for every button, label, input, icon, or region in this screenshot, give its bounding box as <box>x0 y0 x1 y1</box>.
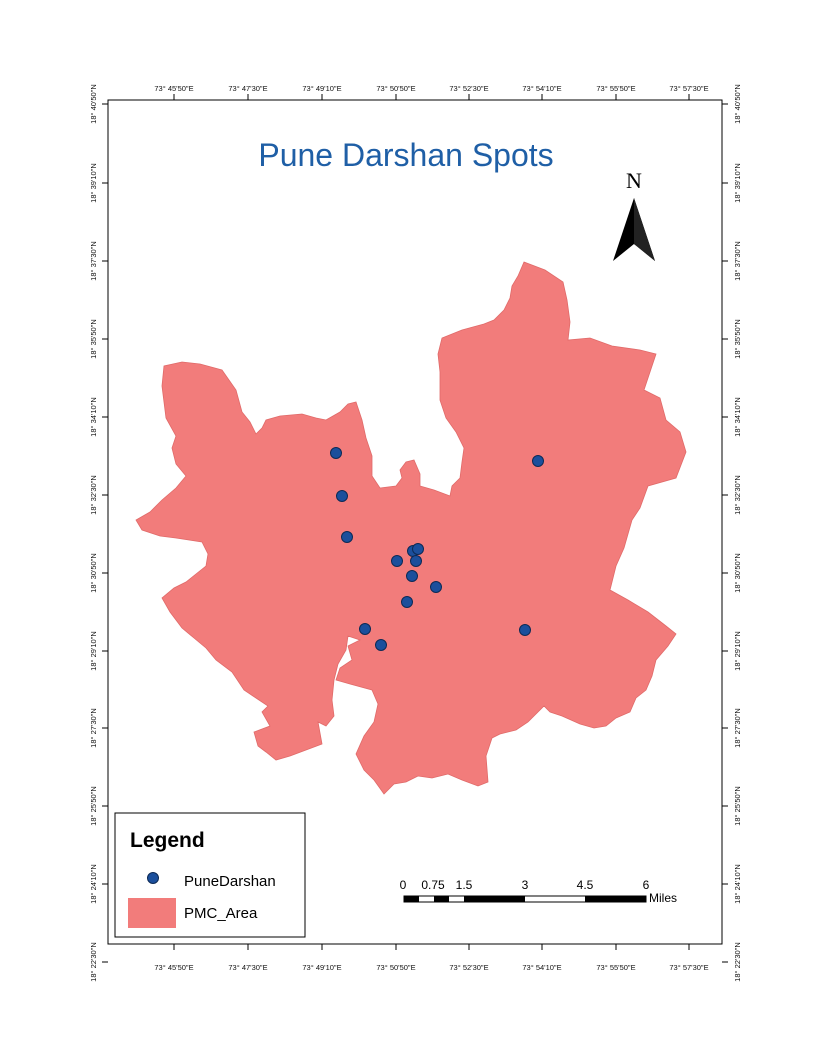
left-lat-label: 18° 39'10"N <box>89 163 98 203</box>
scale-seg-2 <box>434 896 449 902</box>
legend-point-icon <box>147 872 159 884</box>
top-lon-label: 73° 45'50"E <box>154 84 193 93</box>
right-lat-label: 18° 27'30"N <box>733 708 742 748</box>
right-lat-label: 18° 40'50"N <box>733 84 742 124</box>
spot-marker <box>359 623 371 635</box>
spot-marker <box>391 555 403 567</box>
left-lat-label: 18° 32'30"N <box>89 475 98 515</box>
bottom-lon-label: 73° 49'10"E <box>302 963 341 972</box>
right-lat-label: 18° 39'10"N <box>733 163 742 203</box>
spot-marker <box>412 543 424 555</box>
right-lat-label: 18° 32'30"N <box>733 475 742 515</box>
scale-tick-5: 6 <box>643 878 650 892</box>
right-lat-label: 18° 25'50"N <box>733 786 742 826</box>
bottom-lon-label: 73° 54'10"E <box>522 963 561 972</box>
graticule-bottom-labels: 73° 45'50"E 73° 47'30"E 73° 49'10"E 73° 50'… <box>154 963 708 972</box>
graticule-right-labels: 18° 40'50"N 18° 39'10"N 18° 37'30"N 18° 35'… <box>733 84 742 982</box>
north-label: N <box>626 168 642 193</box>
left-lat-label: 18° 40'50"N <box>89 84 98 124</box>
right-lat-label: 18° 22'30"N <box>733 942 742 982</box>
legend-label-points: PuneDarshan <box>184 873 276 890</box>
legend-title: Legend <box>130 829 205 852</box>
legend: Legend PuneDarshan PMC_Area <box>114 812 306 938</box>
bottom-lon-label: 73° 50'50"E <box>376 963 415 972</box>
top-lon-label: 73° 50'50"E <box>376 84 415 93</box>
spot-marker <box>401 596 413 608</box>
north-arrow-icon: N <box>613 168 655 261</box>
scale-unit: Miles <box>649 891 677 905</box>
spot-marker <box>330 447 342 459</box>
left-lat-label: 18° 35'50"N <box>89 319 98 359</box>
bottom-lon-label: 73° 57'30"E <box>669 963 708 972</box>
top-lon-label: 73° 52'30"E <box>449 84 488 93</box>
graticule-top-labels: 73° 45'50"E 73° 47'30"E 73° 49'10"E 73° 50'… <box>154 84 708 93</box>
left-lat-label: 18° 24'10"N <box>89 864 98 904</box>
legend-label-area: PMC_Area <box>184 905 258 922</box>
right-lat-label: 18° 37'30"N <box>733 241 742 281</box>
pune-darshan-points <box>330 447 544 651</box>
scale-tick-0: 0 <box>400 878 407 892</box>
spot-marker <box>519 624 531 636</box>
left-lat-label: 18° 22'30"N <box>89 942 98 982</box>
spot-marker <box>410 555 422 567</box>
left-lat-label: 18° 27'30"N <box>89 708 98 748</box>
scale-seg-4 <box>585 896 646 902</box>
top-lon-label: 73° 55'50"E <box>596 84 635 93</box>
scale-tick-3: 3 <box>522 878 529 892</box>
left-lat-label: 18° 30'50"N <box>89 553 98 593</box>
spot-marker <box>532 455 544 467</box>
top-lon-label: 73° 47'30"E <box>228 84 267 93</box>
bottom-lon-label: 73° 45'50"E <box>154 963 193 972</box>
right-lat-label: 18° 34'10"N <box>733 397 742 437</box>
bottom-lon-label: 73° 47'30"E <box>228 963 267 972</box>
map-title: Pune Darshan Spots <box>258 137 553 173</box>
graticule-ticks <box>102 94 728 963</box>
spot-marker <box>430 581 442 593</box>
bottom-lon-label: 73° 52'30"E <box>449 963 488 972</box>
scale-bar: 0 0.75 1.5 3 4.5 6 Miles <box>400 878 677 905</box>
spot-marker <box>375 639 387 651</box>
scale-seg-1 <box>404 896 419 902</box>
top-lon-label: 73° 57'30"E <box>669 84 708 93</box>
right-lat-label: 18° 30'50"N <box>733 553 742 593</box>
left-lat-label: 18° 29'10"N <box>89 631 98 671</box>
bottom-lon-label: 73° 55'50"E <box>596 963 635 972</box>
scale-tick-4: 4.5 <box>577 878 594 892</box>
scale-tick-2: 1.5 <box>456 878 473 892</box>
graticule-left-labels: 18° 40'50"N 18° 39'10"N 18° 37'30"N 18° 35'… <box>89 84 98 982</box>
scale-seg-3 <box>464 896 525 902</box>
spot-marker <box>336 490 348 502</box>
spot-marker <box>341 531 353 543</box>
north-arrow-shade <box>634 198 655 261</box>
scale-tick-1: 0.75 <box>421 878 445 892</box>
spot-marker <box>406 570 418 582</box>
left-lat-label: 18° 34'10"N <box>89 397 98 437</box>
right-lat-label: 18° 29'10"N <box>733 631 742 671</box>
top-lon-label: 73° 49'10"E <box>302 84 341 93</box>
right-lat-label: 18° 24'10"N <box>733 864 742 904</box>
legend-polygon-swatch <box>128 898 176 928</box>
right-lat-label: 18° 35'50"N <box>733 319 742 359</box>
left-lat-label: 18° 25'50"N <box>89 786 98 826</box>
pmc-area-polygon <box>135 261 687 795</box>
map-frame <box>107 99 723 945</box>
left-lat-label: 18° 37'30"N <box>89 241 98 281</box>
top-lon-label: 73° 54'10"E <box>522 84 561 93</box>
